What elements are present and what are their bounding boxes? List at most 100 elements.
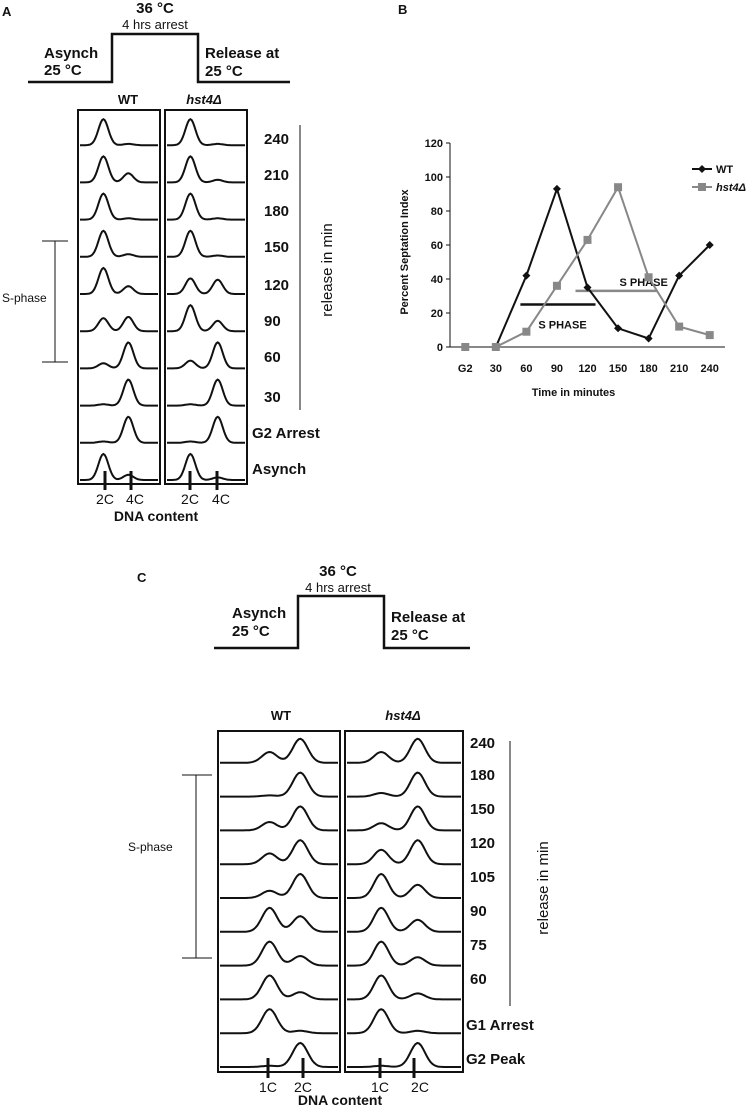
panel-c-tick-1c-wt: 1C (259, 1079, 277, 1095)
protocol-a-left-1: Asynch (44, 45, 98, 62)
series-line-hst4 (465, 184, 710, 348)
panel-a-protocol: 36 °C 4 hrs arrest Asynch 25 °C Release … (28, 0, 290, 84)
protocol-c-temp: 36 °C (319, 563, 357, 580)
protocol-a-left-2: 25 °C (44, 62, 82, 79)
x-tick-label: 240 (701, 363, 719, 375)
protocol-c-right-2: 25 °C (391, 627, 429, 644)
legend-marker (698, 183, 706, 191)
histogram-profile (80, 415, 158, 444)
x-tick-label: 60 (520, 363, 532, 375)
y-tick-label: 0 (437, 342, 443, 354)
histogram-profile (220, 906, 338, 933)
panel-c-row-0: 240 (470, 735, 495, 752)
panel-a-tick-4c-wt: 4C (126, 491, 144, 507)
histogram-profile (347, 872, 461, 899)
panel-c-row-6: 75 (470, 937, 487, 954)
data-point-wt (644, 334, 653, 343)
data-point-hst4 (705, 331, 714, 340)
panel-c-row-3: 120 (470, 835, 495, 852)
panel-a-mut-profiles (167, 117, 245, 481)
x-axis-label: Time in minutes (532, 387, 616, 399)
histogram-profile (347, 737, 461, 764)
protocol-c-left-1: Asynch (232, 605, 286, 622)
data-point-wt (614, 324, 623, 333)
panel-a-row-1: 210 (264, 167, 289, 184)
protocol-a-temp: 36 °C (136, 0, 174, 17)
protocol-a-right-2: 25 °C (205, 63, 243, 80)
data-point-hst4 (644, 273, 653, 282)
panel-a-ticks (103, 471, 219, 490)
protocol-c-left-2: 25 °C (232, 623, 270, 640)
histogram-profile (167, 415, 245, 444)
histogram-profile (80, 341, 158, 370)
panel-a-sphase-bracket (42, 240, 68, 363)
panel-a-row-4: 120 (264, 277, 289, 294)
panel-a-tick-2c-wt: 2C (96, 491, 114, 507)
panel-a-wt-profiles (80, 117, 158, 481)
panel-a-row-7: 30 (264, 389, 281, 406)
histogram-profile (220, 737, 338, 764)
histogram-profile (80, 452, 158, 481)
data-point-wt (552, 184, 561, 193)
panel-a-row-6: 60 (264, 349, 281, 366)
y-tick-label: 120 (425, 138, 443, 150)
histogram-profile (80, 378, 158, 407)
histogram-profile (347, 805, 461, 832)
data-point-wt (522, 271, 531, 280)
panel-c-xlabel: DNA content (298, 1092, 383, 1108)
panel-c-row-9: G2 Peak (466, 1051, 526, 1068)
panel-c-row-1: 180 (470, 767, 495, 784)
panel-a-row-5: 90 (264, 313, 281, 330)
y-tick-label: 80 (431, 206, 443, 218)
panel-a-box-mut (164, 109, 248, 485)
panel-c-row-4: 105 (470, 869, 495, 886)
histogram-profile (220, 974, 338, 1001)
panel-a-xlabel: DNA content (114, 508, 199, 524)
data-point-hst4 (675, 322, 684, 331)
panel-a-letter: A (2, 4, 12, 19)
panel-a-box-wt (77, 109, 161, 485)
protocol-c-step (214, 594, 470, 650)
histogram-profile (80, 266, 158, 295)
histogram-profile (220, 940, 338, 967)
x-tick-label: G2 (458, 363, 473, 375)
legend-label: WT (716, 164, 733, 176)
histogram-profile (347, 974, 461, 1001)
data-point-hst4 (461, 343, 470, 351)
panel-a-row-8: G2 Arrest (252, 425, 320, 442)
histogram-profile (167, 378, 245, 407)
data-point-wt (675, 271, 684, 280)
data-point-hst4 (614, 183, 623, 192)
panel-c-row-8: G1 Arrest (466, 1017, 534, 1034)
data-point-wt (705, 241, 714, 249)
x-tick-label: 210 (670, 363, 688, 375)
data-point-wt (583, 283, 592, 292)
panel-b-letter: B (398, 2, 407, 17)
panel-a-row-0: 240 (264, 131, 289, 148)
histogram-profile (167, 229, 245, 258)
panel-c-letter: C (137, 570, 147, 585)
histogram-profile (220, 872, 338, 899)
histogram-profile (220, 839, 338, 866)
panel-c-box-mut (344, 730, 464, 1073)
histogram-profile (80, 315, 158, 333)
histogram-profile (220, 1041, 338, 1068)
panel-a-tick-4c-mut: 4C (212, 491, 230, 507)
panel-c-wt-profiles (220, 737, 338, 1068)
y-tick-label: 100 (425, 172, 443, 184)
panel-c-release-label: release in min (535, 841, 552, 934)
protocol-a-arrest: 4 hrs arrest (122, 17, 188, 32)
histogram-profile (347, 906, 461, 933)
data-point-hst4 (491, 343, 500, 351)
x-tick-label: 120 (578, 363, 596, 375)
histogram-profile (167, 303, 245, 333)
histogram-profile (220, 1008, 338, 1035)
histogram-profile (347, 839, 461, 866)
histogram-profile (167, 117, 245, 147)
panel-c-ticks (266, 1058, 416, 1078)
histogram-profile (80, 192, 158, 221)
y-tick-label: 20 (431, 308, 443, 320)
panel-c-col-mut: hst4Δ (385, 708, 421, 723)
panel-c-row-7: 60 (470, 971, 487, 988)
panel-a-col-wt: WT (118, 92, 138, 107)
